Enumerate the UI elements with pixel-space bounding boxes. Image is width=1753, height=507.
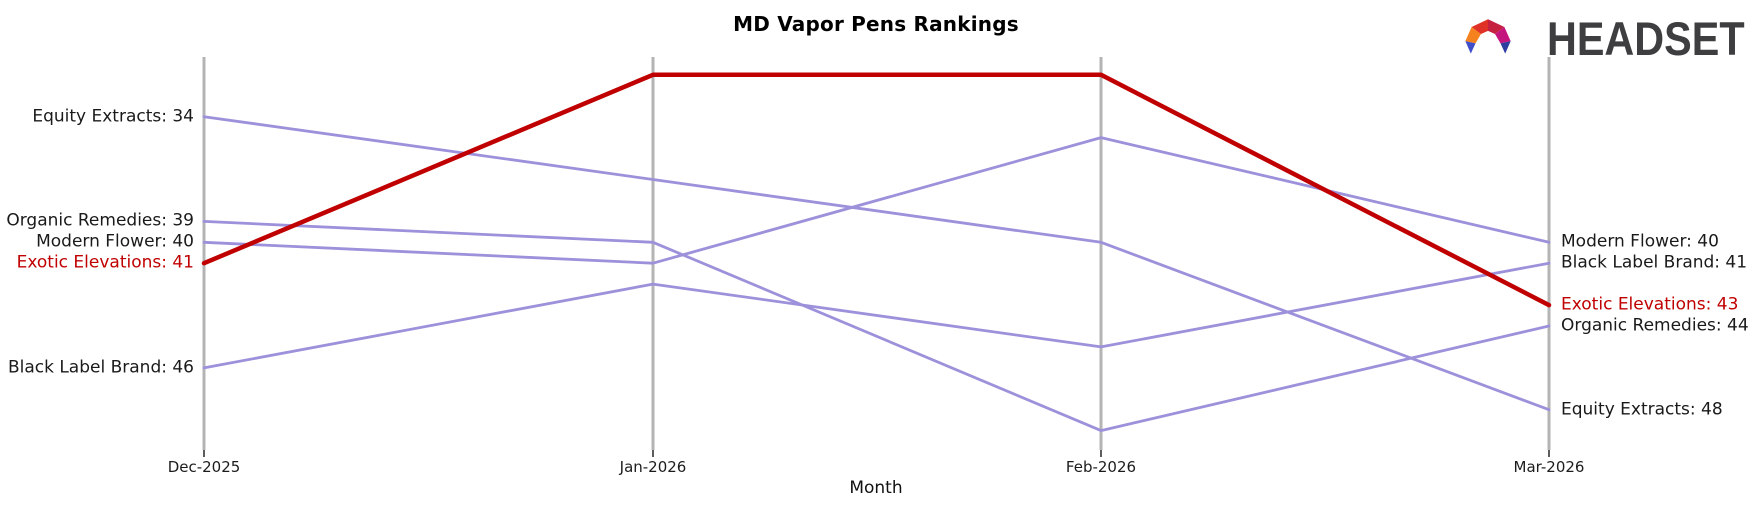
right-label-black-label-brand: Black Label Brand: 41 [1561,252,1748,273]
headset-logo-text: HEADSET [1547,11,1745,65]
chart-title: MD Vapor Pens Rankings [733,12,1019,36]
series-line-exotic-elevations [201,72,1552,308]
left-label-modern-flower: Modern Flower: 40 [36,231,194,252]
x-tick-feb-2026: Feb-2026 [1065,458,1137,476]
right-label-organic-remedies: Organic Remedies: 44 [1561,315,1749,336]
right-label-equity-extracts: Equity Extracts: 48 [1561,399,1723,420]
left-label-organic-remedies: Organic Remedies: 39 [6,211,194,232]
x-tick-dec-2025: Dec-2025 [167,458,241,476]
right-label-exotic-elevations: Exotic Elevations: 43 [1561,294,1739,315]
left-label-exotic-elevations: Exotic Elevations: 41 [16,252,194,273]
x-tick-mar-2026: Mar-2026 [1513,458,1585,476]
headset-logo-icon [1465,18,1512,54]
series-line-organic-remedies [202,219,1551,433]
right-label-modern-flower: Modern Flower: 40 [1561,231,1719,252]
x-tick-jan-2026: Jan-2026 [619,458,687,476]
headset-logo: HEADSET [1463,12,1745,64]
series-line-equity-extracts [202,115,1551,412]
series-line-black-label-brand [202,261,1551,370]
left-label-equity-extracts: Equity Extracts: 34 [32,106,194,127]
left-label-black-label-brand: Black Label Brand: 46 [7,357,194,378]
x-axis-title: Month [849,478,903,498]
